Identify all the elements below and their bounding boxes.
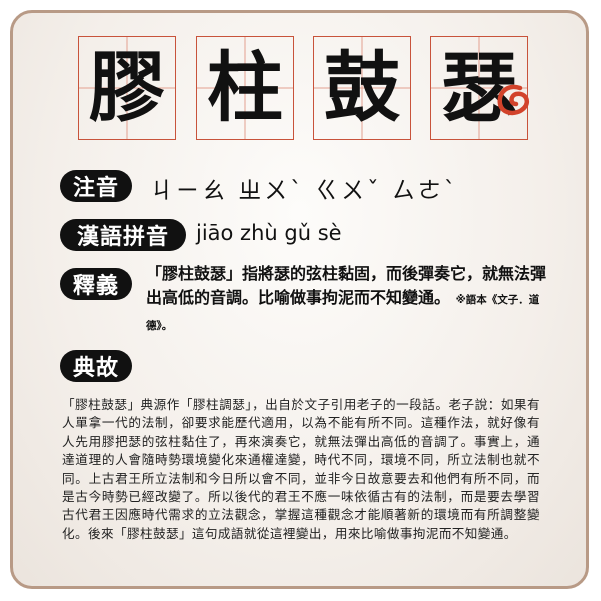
title-char-box: 柱 [196, 36, 294, 140]
title-char: 柱 [207, 43, 283, 132]
title-char: 鼓 [324, 43, 400, 132]
story-text: 「膠柱鼓瑟」典源作「膠柱調瑟」，出自於文子引用老子的一段話。老子說：如果有人單拿… [62, 397, 540, 541]
zhuyin-label: 注音 [60, 170, 132, 202]
meaning-body: 「膠柱鼓瑟」指將瑟的弦柱黏固，而後彈奏它，就無法彈出高低的音調。比喻做事拘泥而不… [146, 264, 547, 307]
meaning-label: 釋義 [60, 268, 132, 300]
story-label: 典故 [60, 350, 132, 382]
zhuyin-value: ㄐㄧㄠ ㄓㄨˋ ㄍㄨˇ ㄙㄜˋ [150, 178, 459, 204]
pinyin-value: jiāo zhù gǔ sè [196, 221, 342, 245]
seal-swirl-icon [497, 84, 529, 116]
meaning-source: ※語本《文子．道德》。 [146, 294, 540, 332]
pinyin-label: 漢語拼音 [60, 219, 186, 251]
title-char-box: 鼓 [313, 36, 411, 140]
meaning-text: 「膠柱鼓瑟」指將瑟的弦柱黏固，而後彈奏它，就無法彈出高低的音調。比喻做事拘泥而不… [146, 262, 546, 338]
title-char: 膠 [89, 43, 165, 132]
title-char-box: 膠 [78, 36, 176, 140]
